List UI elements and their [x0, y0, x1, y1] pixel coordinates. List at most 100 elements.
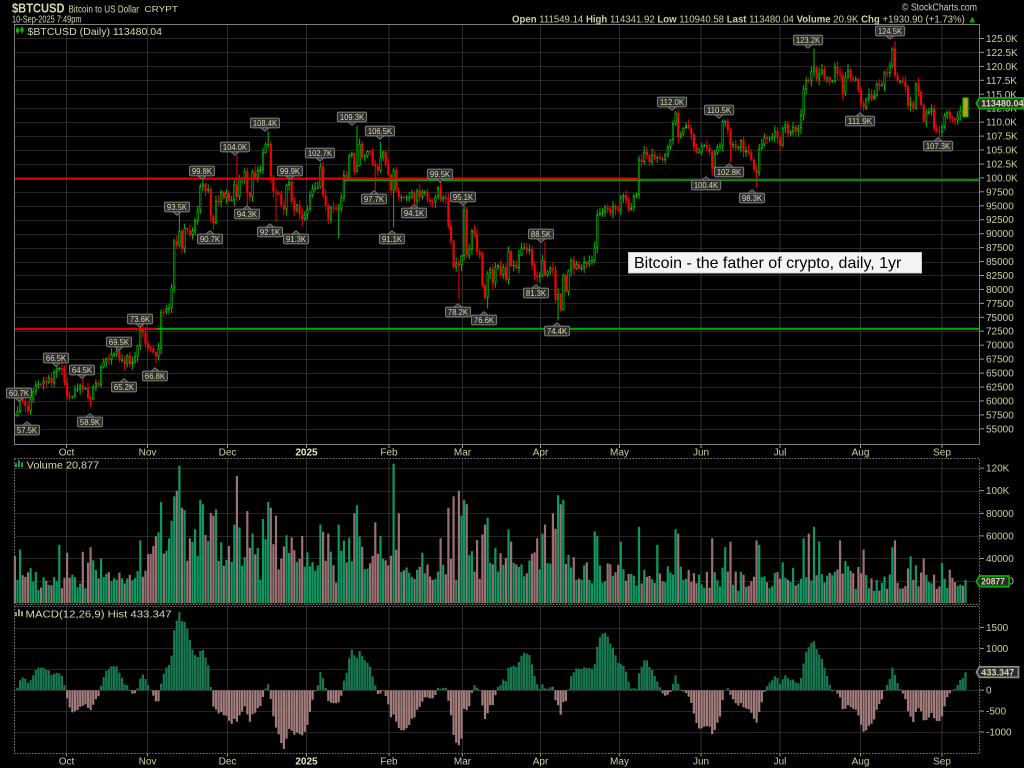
- svg-text:1500: 1500: [986, 623, 1009, 634]
- svg-text:72500: 72500: [986, 327, 1014, 338]
- svg-text:Nov: Nov: [139, 757, 157, 768]
- svg-text:60.7K: 60.7K: [9, 389, 30, 398]
- svg-text:100K: 100K: [986, 486, 1010, 497]
- svg-text:90.7K: 90.7K: [200, 235, 221, 244]
- svg-text:105.0K: 105.0K: [986, 146, 1018, 157]
- svg-text:69.5K: 69.5K: [109, 338, 130, 347]
- svg-text:0: 0: [986, 686, 992, 697]
- svg-text:57500: 57500: [986, 410, 1014, 421]
- svg-text:66.5K: 66.5K: [46, 354, 67, 363]
- svg-text:65000: 65000: [986, 369, 1014, 380]
- svg-text:20877: 20877: [981, 577, 1005, 587]
- svg-text:123.2K: 123.2K: [796, 36, 821, 45]
- svg-text:80000: 80000: [986, 285, 1014, 296]
- svg-text:MACD(12,26,9) Hist 433.347: MACD(12,26,9) Hist 433.347: [26, 609, 172, 620]
- svg-text:88.5K: 88.5K: [531, 230, 552, 239]
- svg-text:90000: 90000: [986, 229, 1014, 240]
- svg-text:125.0K: 125.0K: [986, 34, 1018, 45]
- svg-text:102.8K: 102.8K: [717, 168, 742, 177]
- svg-text:99.5K: 99.5K: [430, 170, 451, 179]
- svg-text:104.0K: 104.0K: [223, 143, 248, 152]
- svg-text:107.3K: 107.3K: [926, 142, 951, 151]
- svg-text:Dec: Dec: [219, 757, 237, 768]
- svg-text:Aug: Aug: [852, 448, 870, 459]
- svg-text:87500: 87500: [986, 243, 1014, 254]
- svg-text:65.2K: 65.2K: [114, 383, 135, 392]
- svg-text:40000: 40000: [986, 554, 1014, 565]
- svg-text:© StockCharts.com: © StockCharts.com: [902, 3, 977, 14]
- svg-text:Oct: Oct: [59, 757, 75, 768]
- svg-text:May: May: [610, 448, 629, 459]
- svg-text:91.1K: 91.1K: [382, 235, 403, 244]
- svg-text:74.4K: 74.4K: [547, 327, 568, 336]
- svg-text:Jun: Jun: [693, 757, 709, 768]
- svg-text:Nov: Nov: [139, 448, 157, 459]
- svg-text:Sep: Sep: [933, 757, 951, 768]
- svg-text:66.8K: 66.8K: [145, 372, 166, 381]
- svg-text:117.5K: 117.5K: [986, 76, 1017, 87]
- svg-text:97.7K: 97.7K: [364, 195, 385, 204]
- svg-text:95.1K: 95.1K: [453, 193, 474, 202]
- svg-text:124.5K: 124.5K: [878, 27, 903, 36]
- svg-text:67500: 67500: [986, 355, 1014, 366]
- svg-text:102.7K: 102.7K: [308, 149, 333, 158]
- svg-text:94.3K: 94.3K: [237, 210, 258, 219]
- svg-text:-500: -500: [986, 707, 1006, 718]
- svg-text:108.4K: 108.4K: [253, 119, 278, 128]
- svg-text:Feb: Feb: [380, 757, 398, 768]
- svg-text:Feb: Feb: [380, 448, 398, 459]
- svg-text:92.1K: 92.1K: [260, 228, 281, 237]
- svg-text:Dec: Dec: [219, 448, 237, 459]
- svg-text:106.5K: 106.5K: [368, 127, 393, 136]
- svg-text:Aug: Aug: [852, 757, 870, 768]
- svg-text:Jun: Jun: [693, 448, 709, 459]
- svg-text:Bitcoin to US Dollar: Bitcoin to US Dollar: [69, 5, 140, 16]
- svg-text:109.3K: 109.3K: [340, 113, 365, 122]
- svg-text:113480.04: 113480.04: [981, 99, 1023, 109]
- svg-text:CRYPT: CRYPT: [145, 4, 179, 14]
- svg-text:100.0K: 100.0K: [986, 173, 1018, 184]
- svg-text:77500: 77500: [986, 299, 1014, 310]
- svg-text:Sep: Sep: [933, 448, 951, 459]
- svg-text:Oct: Oct: [59, 448, 75, 459]
- svg-text:100.4K: 100.4K: [694, 181, 719, 190]
- svg-text:122.5K: 122.5K: [986, 48, 1018, 59]
- svg-text:433.347: 433.347: [981, 667, 1014, 677]
- svg-text:80000: 80000: [986, 509, 1014, 520]
- svg-text:Jul: Jul: [774, 448, 787, 459]
- svg-text:93.5K: 93.5K: [167, 203, 188, 212]
- svg-text:99.8K: 99.8K: [192, 167, 213, 176]
- svg-text:91.3K: 91.3K: [286, 235, 307, 244]
- svg-text:-1000: -1000: [986, 728, 1012, 739]
- svg-text:110.0K: 110.0K: [986, 118, 1017, 129]
- svg-text:$BTCUSD (Daily) 113480.04: $BTCUSD (Daily) 113480.04: [28, 26, 163, 38]
- svg-text:92500: 92500: [986, 215, 1014, 226]
- svg-text:60000: 60000: [986, 396, 1014, 407]
- svg-text:Apr: Apr: [533, 448, 549, 459]
- svg-text:Jul: Jul: [774, 757, 787, 768]
- svg-text:120K: 120K: [986, 464, 1010, 475]
- svg-text:$BTCUSD: $BTCUSD: [12, 2, 65, 16]
- svg-text:82500: 82500: [986, 271, 1014, 282]
- svg-text:2025: 2025: [295, 448, 318, 459]
- svg-text:2025: 2025: [295, 757, 318, 768]
- svg-text:78.2K: 78.2K: [448, 308, 469, 317]
- svg-text:99.9K: 99.9K: [280, 167, 301, 176]
- svg-text:75000: 75000: [986, 313, 1014, 324]
- svg-text:98.3K: 98.3K: [742, 194, 763, 203]
- svg-text:Mar: Mar: [454, 757, 472, 768]
- svg-text:95000: 95000: [986, 201, 1014, 212]
- svg-text:Volume 20,877: Volume 20,877: [27, 460, 100, 471]
- svg-text:60000: 60000: [986, 531, 1014, 542]
- svg-text:120.0K: 120.0K: [986, 62, 1018, 73]
- svg-text:81.3K: 81.3K: [526, 289, 547, 298]
- svg-text:107.5K: 107.5K: [986, 132, 1018, 143]
- svg-text:Apr: Apr: [533, 757, 549, 768]
- svg-text:Open 111549.14 High 114341.92: Open 111549.14 High 114341.92 Low 110940…: [512, 15, 977, 26]
- svg-text:62500: 62500: [986, 383, 1014, 394]
- svg-text:70000: 70000: [986, 341, 1014, 352]
- svg-text:97500: 97500: [986, 187, 1014, 198]
- svg-text:May: May: [610, 757, 629, 768]
- svg-text:64.5K: 64.5K: [72, 366, 93, 375]
- svg-text:112.0K: 112.0K: [660, 98, 685, 107]
